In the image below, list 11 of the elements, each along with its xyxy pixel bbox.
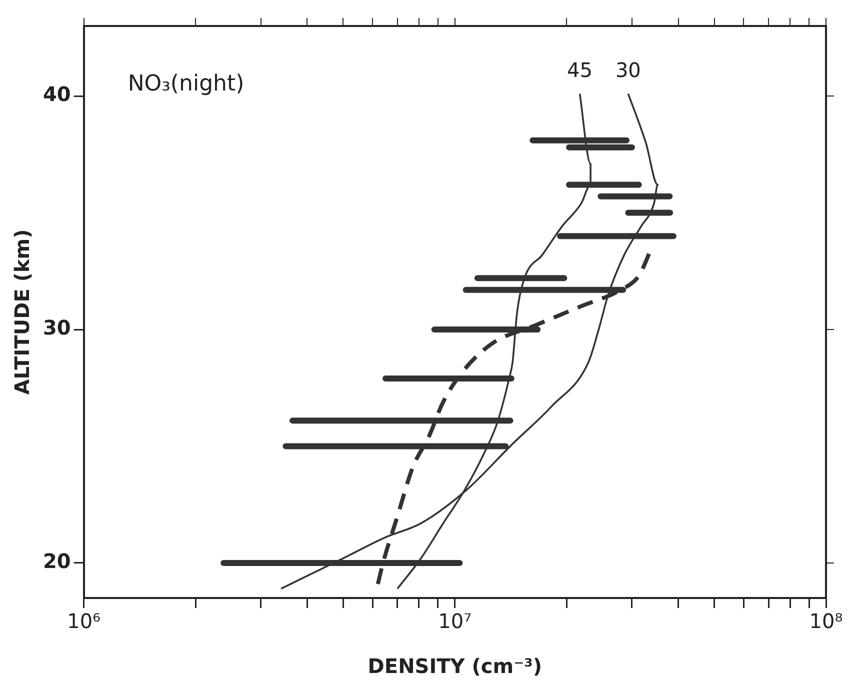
y-tick-label: 20 — [42, 549, 71, 574]
x-tick-label: 10⁷ — [438, 609, 472, 634]
series-label: 45 — [567, 58, 592, 82]
x-tick-label: 10⁸ — [809, 609, 843, 634]
x-axis-title: DENSITY (cm⁻³) — [368, 654, 542, 678]
y-axis-title: ALTITUDE (km) — [10, 229, 34, 395]
x-tick-label: 10⁶ — [67, 609, 101, 634]
series-label: 30 — [615, 58, 641, 82]
y-tick-label: 30 — [42, 316, 71, 340]
y-tick-label: 40 — [42, 82, 71, 106]
annotation: NO₃(night) — [128, 72, 244, 97]
